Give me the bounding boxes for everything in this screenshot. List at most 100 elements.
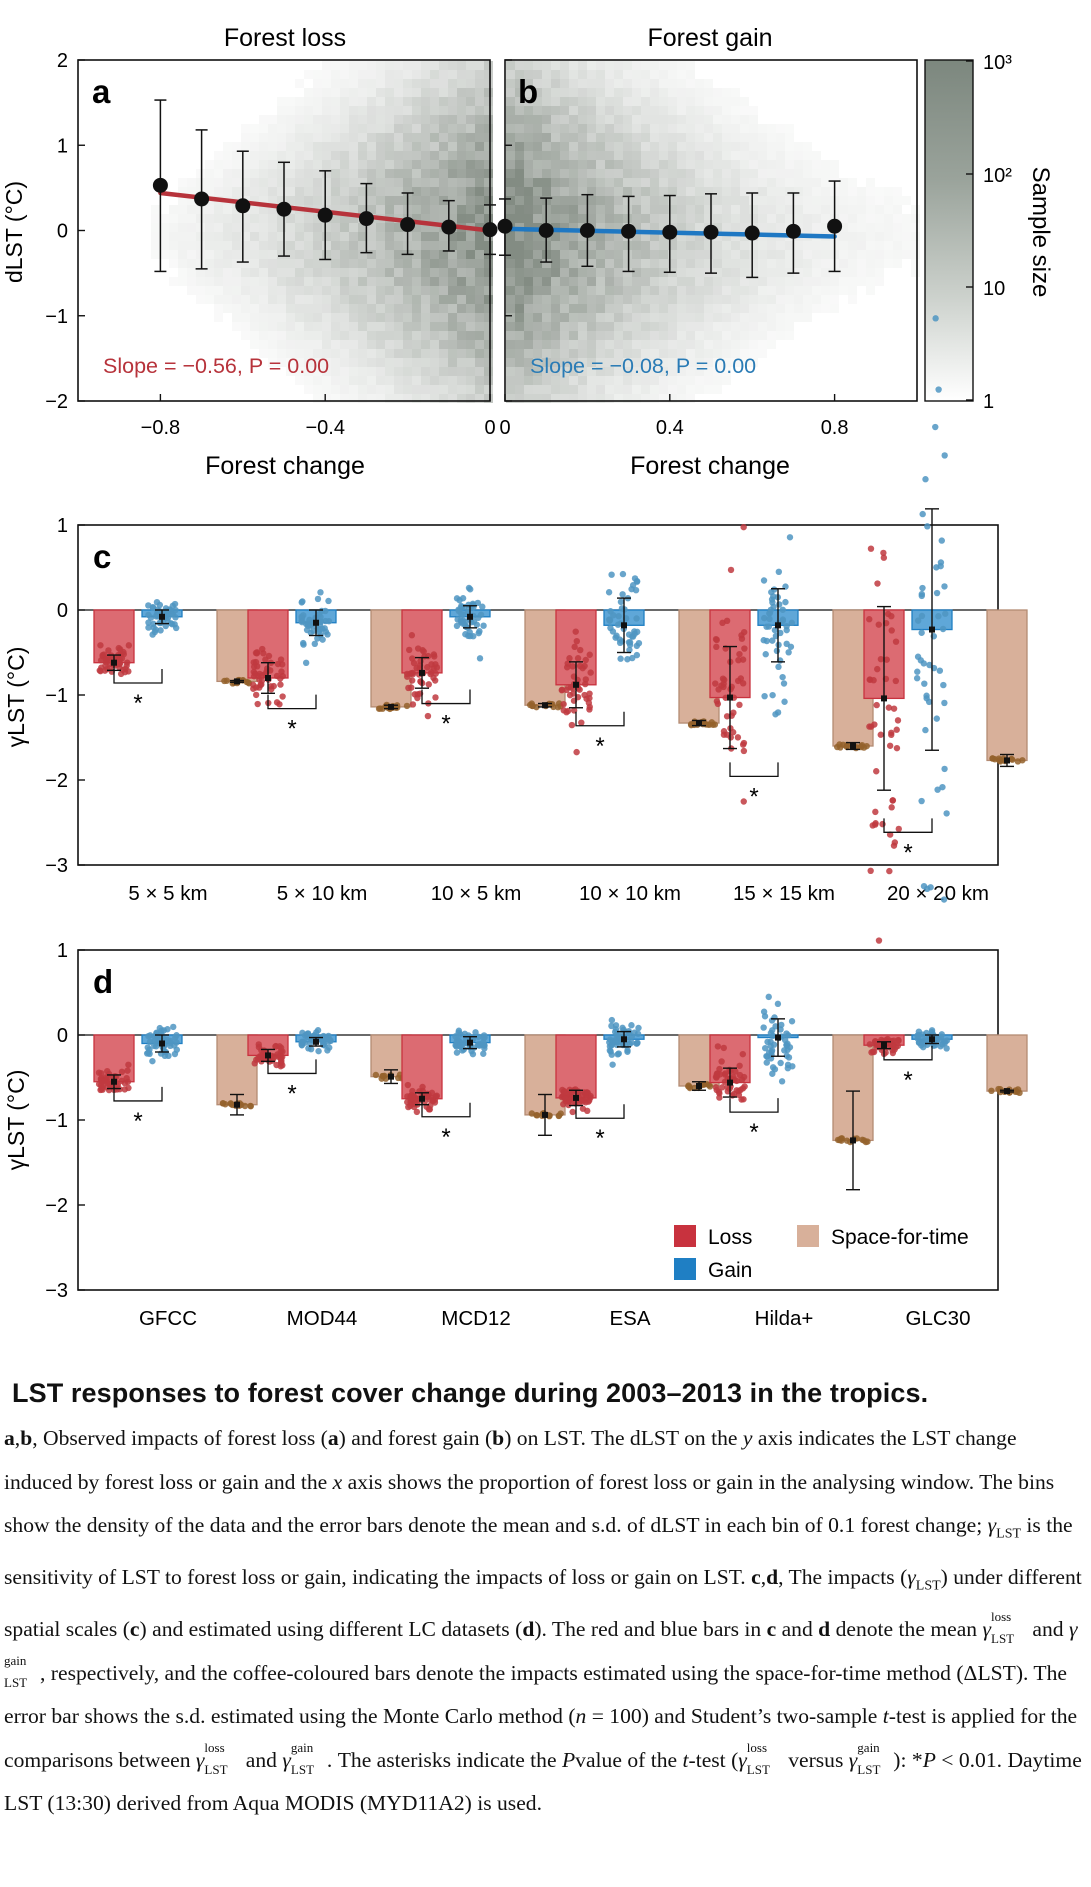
density-cell (569, 376, 578, 385)
density-cell (277, 97, 286, 106)
density-cell (367, 223, 376, 232)
density-cell (785, 169, 794, 178)
density-cell (394, 97, 403, 106)
density-cell (331, 259, 340, 268)
density-cell (241, 313, 250, 322)
mean-point (482, 222, 498, 238)
density-cell (902, 241, 911, 250)
sample-dot (300, 639, 307, 647)
density-cell (587, 205, 596, 214)
density-cell (713, 88, 722, 97)
cap-supsub: loss LST (747, 1741, 783, 1776)
density-cell (758, 259, 767, 268)
density-cell (313, 322, 322, 331)
density-cell (695, 232, 704, 241)
sample-dot (569, 1108, 576, 1116)
density-cell (758, 340, 767, 349)
density-cell (641, 124, 650, 133)
density-cell (385, 259, 394, 268)
sample-dot (276, 701, 283, 708)
sample-dot (408, 677, 416, 684)
density-cell (569, 295, 578, 304)
density-cell (295, 160, 304, 169)
cap-sub: LST (746, 1761, 770, 1777)
sample-dot (918, 592, 925, 600)
density-cell (713, 187, 722, 196)
density-cell (232, 223, 241, 232)
density-cell (857, 223, 866, 232)
sample-dot (606, 617, 613, 624)
density-cell (659, 358, 668, 367)
sample-dot (940, 681, 947, 689)
density-cell (484, 88, 493, 97)
density-cell (767, 340, 776, 349)
density-cell (632, 151, 641, 160)
density-cell (650, 358, 659, 367)
density-cell (506, 349, 515, 358)
sample-dot (781, 1047, 788, 1054)
mean-marker (1004, 757, 1010, 764)
density-cell (722, 196, 731, 205)
sample-dot (740, 628, 748, 636)
sample-dot (770, 603, 777, 610)
density-cell (722, 268, 731, 277)
sample-dot (477, 611, 485, 618)
density-cell (848, 259, 857, 268)
cap-sub: LST (915, 1578, 941, 1594)
density-cell (560, 259, 569, 268)
density-cell (641, 196, 650, 205)
density-cell (241, 286, 250, 295)
density-cell (232, 214, 241, 223)
density-cell (214, 214, 223, 223)
density-cell (587, 277, 596, 286)
sample-dot (569, 663, 576, 670)
c-ylabel: γLST (°C) (3, 647, 29, 748)
sample-dot (886, 867, 893, 875)
density-cell (439, 133, 448, 142)
density-cell (812, 214, 821, 223)
density-cell (686, 241, 695, 250)
density-cell (794, 142, 803, 151)
sample-dot (459, 611, 466, 618)
density-cell (304, 97, 313, 106)
density-cell (668, 97, 677, 106)
density-cell (668, 367, 677, 376)
sample-dot (409, 655, 416, 662)
panel-c-letter: c (93, 538, 111, 575)
density-cell (569, 268, 578, 277)
density-cell (578, 313, 587, 322)
sample-dot (760, 637, 767, 644)
density-cell (794, 160, 803, 169)
density-cell (322, 124, 331, 133)
density-cell (349, 376, 358, 385)
density-cell (313, 160, 322, 169)
density-cell (578, 196, 587, 205)
density-cell (560, 97, 569, 106)
density-cell (340, 358, 349, 367)
density-cell (169, 232, 178, 241)
sample-dot (771, 626, 779, 634)
density-cell (385, 277, 394, 286)
density-cell (394, 295, 403, 304)
density-cell (448, 322, 457, 331)
density-cell (403, 367, 412, 376)
density-cell (439, 232, 448, 241)
sample-dot (468, 619, 475, 626)
density-cell (484, 322, 493, 331)
sample-dot (614, 621, 622, 628)
density-cell (632, 358, 641, 367)
y-tick-label: −2 (45, 1195, 68, 1217)
density-cell (542, 268, 551, 277)
density-cell (542, 70, 551, 79)
density-cell (623, 322, 632, 331)
sample-dot (324, 631, 331, 638)
density-cell (484, 376, 493, 385)
density-cell (641, 106, 650, 115)
density-cell (830, 277, 839, 286)
density-cell (394, 340, 403, 349)
density-cell (677, 97, 686, 106)
density-cell (677, 322, 686, 331)
density-cell (650, 268, 659, 277)
density-cell (524, 133, 533, 142)
sample-dot (609, 1061, 616, 1068)
